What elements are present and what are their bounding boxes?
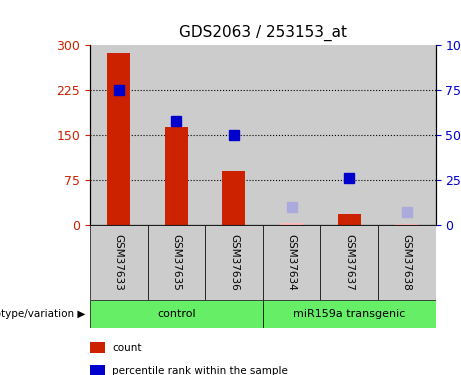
Text: GSM37635: GSM37635: [171, 234, 181, 291]
Text: GSM37637: GSM37637: [344, 234, 354, 291]
Text: GSM37634: GSM37634: [287, 234, 296, 291]
Text: GSM37633: GSM37633: [114, 234, 124, 291]
Bar: [263, 225, 320, 300]
Bar: [222, 171, 245, 225]
Bar: [337, 214, 361, 225]
Bar: [396, 224, 419, 225]
Bar: [280, 223, 303, 225]
Text: miR159a transgenic: miR159a transgenic: [293, 309, 405, 319]
Bar: [263, 300, 436, 328]
Text: count: count: [112, 343, 142, 353]
Bar: [107, 53, 130, 225]
Bar: [90, 300, 263, 328]
Bar: [148, 225, 205, 300]
Text: control: control: [157, 309, 195, 319]
Bar: [320, 225, 378, 300]
Bar: [378, 45, 436, 225]
Text: GSM37636: GSM37636: [229, 234, 239, 291]
Bar: [263, 45, 320, 225]
Bar: [90, 342, 106, 353]
Bar: [90, 366, 106, 375]
Bar: [90, 225, 148, 300]
Bar: [165, 127, 188, 225]
Text: GSM37638: GSM37638: [402, 234, 412, 291]
Bar: [90, 45, 148, 225]
Text: percentile rank within the sample: percentile rank within the sample: [112, 366, 288, 375]
Bar: [148, 45, 205, 225]
Bar: [320, 45, 378, 225]
Bar: [378, 225, 436, 300]
Text: genotype/variation ▶: genotype/variation ▶: [0, 309, 85, 319]
Bar: [205, 225, 263, 300]
Bar: [205, 45, 263, 225]
Title: GDS2063 / 253153_at: GDS2063 / 253153_at: [179, 25, 347, 41]
